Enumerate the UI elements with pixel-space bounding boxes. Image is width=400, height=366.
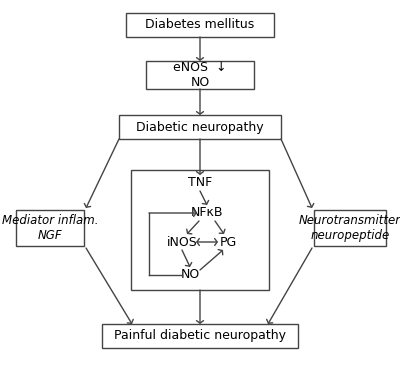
Text: Diabetes mellitus: Diabetes mellitus	[145, 19, 255, 31]
Bar	[126, 13, 274, 37]
Bar	[102, 324, 298, 348]
Bar	[131, 170, 269, 290]
Text: NFκB: NFκB	[191, 206, 223, 220]
Text: NO: NO	[180, 269, 200, 281]
Text: PG: PG	[219, 235, 237, 249]
Text: iNOS: iNOS	[167, 235, 197, 249]
Text: eNOS  ↓
NO: eNOS ↓ NO	[173, 61, 227, 89]
Bar	[314, 210, 386, 246]
Text: Mediator inflam.
NGF: Mediator inflam. NGF	[2, 214, 98, 242]
Bar	[146, 61, 254, 89]
Bar	[16, 210, 84, 246]
Text: TNF: TNF	[188, 176, 212, 190]
Text: Neurotransmitter
neuropeptide: Neurotransmitter neuropeptide	[299, 214, 400, 242]
Bar	[119, 115, 281, 139]
Text: Diabetic neuropathy: Diabetic neuropathy	[136, 120, 264, 134]
Text: Painful diabetic neuropathy: Painful diabetic neuropathy	[114, 329, 286, 343]
